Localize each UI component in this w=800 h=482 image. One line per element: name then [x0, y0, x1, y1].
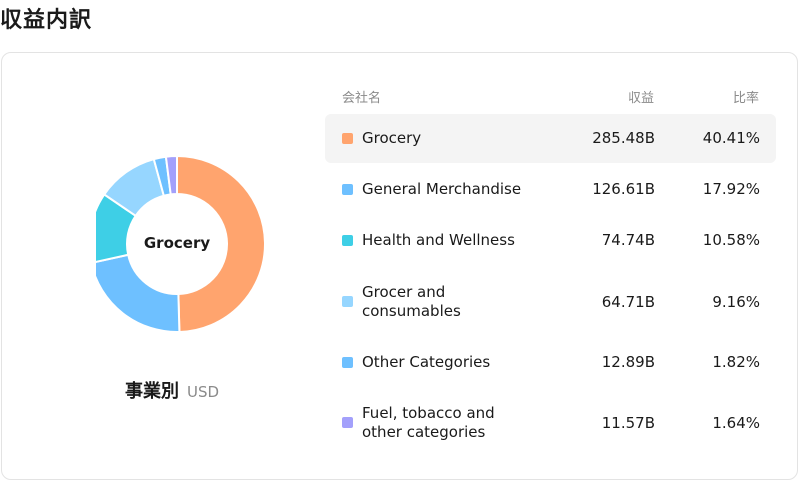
- table-row[interactable]: General Merchandise 126.61B 17.92%: [325, 165, 776, 214]
- donut-chart: Grocery: [96, 155, 266, 333]
- row-revenue: 64.71B: [601, 293, 655, 311]
- donut-slice-fuel-tobacco-and-other-categories[interactable]: [164, 155, 178, 196]
- legend-swatch: [342, 235, 353, 246]
- table-row[interactable]: Health and Wellness 74.74B 10.58%: [325, 216, 776, 265]
- legend-swatch: [342, 184, 353, 195]
- row-ratio: 17.92%: [702, 180, 760, 198]
- legend-swatch: [342, 357, 353, 368]
- page-title: 収益内訳: [0, 8, 93, 33]
- header-ratio[interactable]: 比率: [733, 91, 760, 106]
- caption-text: 事業別: [125, 381, 179, 402]
- row-ratio: 10.58%: [702, 231, 760, 249]
- legend-swatch: [342, 296, 353, 307]
- table-row[interactable]: Grocer and consumables 64.71B 9.16%: [325, 267, 776, 337]
- header-company[interactable]: 会社名: [342, 91, 382, 106]
- donut-slice-grocery[interactable]: [176, 155, 266, 333]
- donut-svg: [96, 155, 266, 333]
- header-revenue[interactable]: 収益: [628, 91, 655, 106]
- row-ratio: 1.64%: [712, 414, 760, 432]
- currency-unit: USD: [187, 383, 220, 401]
- legend-swatch: [342, 133, 353, 144]
- row-revenue: 126.61B: [592, 180, 655, 198]
- revenue-breakdown-card: Grocery 事業別 USD 会社名 収益 比率 Grocery 285.48B…: [1, 52, 798, 480]
- row-name: Grocer and consumables: [362, 283, 461, 320]
- chart-caption: 事業別 USD: [125, 377, 219, 403]
- legend-swatch: [342, 417, 353, 428]
- table-row[interactable]: Grocery 285.48B 40.41%: [325, 114, 776, 163]
- row-revenue: 285.48B: [592, 129, 655, 147]
- row-name: Health and Wellness: [362, 231, 515, 249]
- table-row[interactable]: Fuel, tobacco and other categories 11.57…: [325, 388, 776, 458]
- row-name: General Merchandise: [362, 180, 522, 198]
- row-name: Grocery: [362, 129, 422, 147]
- donut-slice-general-merchandise[interactable]: [96, 253, 181, 333]
- row-ratio: 1.82%: [712, 353, 760, 371]
- row-name: Fuel, tobacco and other categories: [362, 404, 495, 441]
- row-revenue: 74.74B: [601, 231, 655, 249]
- row-revenue: 11.57B: [601, 414, 655, 432]
- row-name: Other Categories: [362, 353, 491, 371]
- table-row[interactable]: Other Categories 12.89B 1.82%: [325, 338, 776, 387]
- row-ratio: 40.41%: [702, 129, 760, 147]
- donut-center-label: Grocery: [143, 234, 211, 252]
- row-revenue: 12.89B: [601, 353, 655, 371]
- row-ratio: 9.16%: [712, 293, 760, 311]
